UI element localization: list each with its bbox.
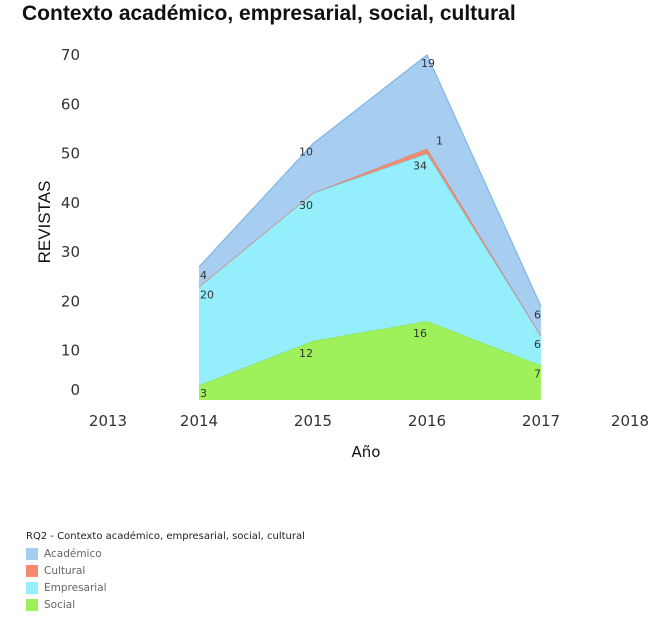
data-label-social: 7 bbox=[534, 368, 541, 381]
data-label-empresarial: 20 bbox=[200, 289, 214, 302]
area-académico bbox=[199, 55, 541, 336]
y-tick-label: 0 bbox=[70, 381, 80, 399]
legend-title: RQ2 - Contexto académico, empresarial, s… bbox=[26, 531, 305, 542]
legend-item-empresarial[interactable]: Empresarial bbox=[26, 579, 305, 596]
data-label-académico: 19 bbox=[421, 57, 435, 70]
x-tick-label: 2017 bbox=[522, 412, 560, 430]
data-label-layer: 3 12 16 7 20 30 34 6 1 4 10 19 6 bbox=[200, 57, 541, 400]
y-tick-label: 20 bbox=[61, 292, 80, 310]
x-tick-label: 2016 bbox=[408, 412, 446, 430]
y-tick-label: 10 bbox=[61, 342, 80, 360]
legend-label: Académico bbox=[44, 547, 102, 560]
data-label-empresarial: 6 bbox=[534, 338, 541, 351]
data-label-académico: 6 bbox=[534, 308, 541, 321]
chart-title: Contexto académico, empresarial, social,… bbox=[22, 2, 516, 25]
x-axis-ticks: 2013 2014 2015 2016 2017 2018 bbox=[89, 412, 649, 430]
legend-swatch bbox=[26, 547, 38, 560]
legend-item-social[interactable]: Social bbox=[26, 596, 305, 613]
area-chart: 3 12 16 7 20 30 34 6 1 4 10 19 6 0 10 20 30 40 50 60 70 201… bbox=[35, 46, 649, 461]
area-empresarial bbox=[199, 153, 541, 386]
data-label-cultural: 1 bbox=[436, 135, 443, 148]
x-axis-label: Año bbox=[352, 443, 381, 461]
x-tick-label: 2014 bbox=[180, 412, 218, 430]
x-tick-label: 2013 bbox=[89, 412, 127, 430]
y-tick-label: 30 bbox=[61, 243, 80, 261]
data-label-social: 3 bbox=[200, 387, 207, 400]
legend-label: Empresarial bbox=[44, 581, 107, 594]
data-label-social: 12 bbox=[299, 347, 313, 360]
x-tick-label: 2015 bbox=[294, 412, 332, 430]
y-tick-label: 50 bbox=[61, 145, 80, 163]
data-label-social: 16 bbox=[413, 327, 427, 340]
y-tick-label: 40 bbox=[61, 194, 80, 212]
legend-label: Social bbox=[44, 598, 76, 611]
y-axis-label: REVISTAS bbox=[35, 181, 54, 264]
data-label-empresarial: 30 bbox=[299, 199, 313, 212]
legend: RQ2 - Contexto académico, empresarial, s… bbox=[26, 531, 305, 613]
legend-label: Cultural bbox=[44, 564, 86, 577]
data-label-académico: 4 bbox=[200, 269, 207, 282]
area-social bbox=[199, 321, 541, 400]
y-tick-label: 60 bbox=[61, 95, 80, 113]
data-label-académico: 10 bbox=[299, 146, 313, 159]
legend-swatch bbox=[26, 598, 38, 611]
y-axis-ticks: 0 10 20 30 40 50 60 70 bbox=[61, 46, 80, 399]
line-académico bbox=[198, 54, 542, 307]
x-tick-label: 2018 bbox=[611, 412, 649, 430]
area-layer bbox=[198, 54, 542, 400]
legend-swatch bbox=[26, 581, 38, 594]
data-label-empresarial: 34 bbox=[413, 160, 427, 173]
legend-item-académico[interactable]: Académico bbox=[26, 545, 305, 562]
legend-item-cultural[interactable]: Cultural bbox=[26, 562, 305, 579]
legend-swatch bbox=[26, 564, 38, 577]
y-tick-label: 70 bbox=[61, 46, 80, 64]
